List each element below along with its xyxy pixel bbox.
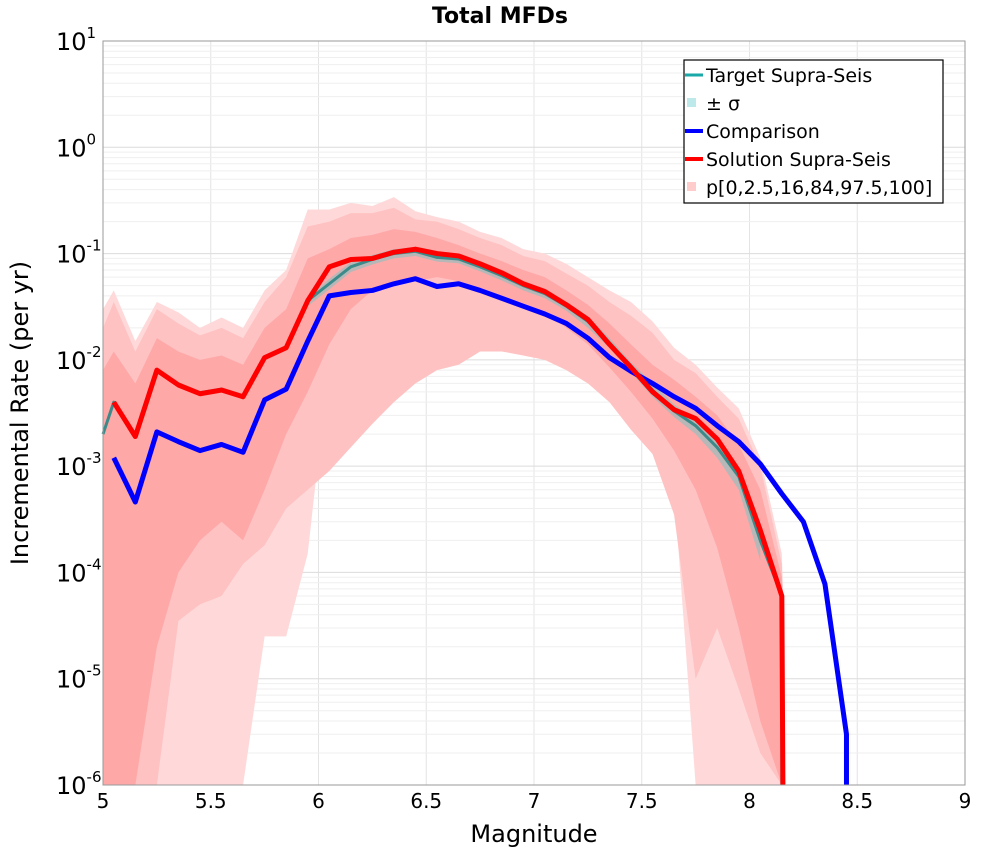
legend-swatch <box>687 98 696 107</box>
y-axis-title: Incremental Rate (per yr) <box>6 261 34 565</box>
legend-label: Comparison <box>706 121 820 143</box>
x-tick-label: 5 <box>97 789 110 813</box>
y-tick-label: 10-3 <box>56 449 102 481</box>
series-lines <box>101 246 849 786</box>
x-tick-labels: 5 5.5 6 6.5 7 7.5 8 8.5 9 <box>97 789 972 813</box>
series-line-comparison <box>111 276 849 785</box>
legend-label: Solution Supra-Seis <box>706 149 891 171</box>
y-tick-label: 10-5 <box>56 662 102 694</box>
legend-label: ± σ <box>706 93 740 115</box>
legend: Target Supra-Seis ± σ Comparison Solution S… <box>683 59 944 204</box>
y-tick-label: 101 <box>56 24 96 56</box>
y-tick-label: 10-6 <box>56 768 102 800</box>
x-tick-label: 7.5 <box>626 789 658 813</box>
y-tick-labels: 10-6 10-5 10-4 10-3 10-2 10-1 100 101 <box>56 24 102 800</box>
x-tick-label: 6.5 <box>410 789 442 813</box>
legend-swatch <box>687 182 696 191</box>
band-p-16-84 <box>103 229 783 785</box>
y-tick-label: 10-1 <box>56 237 102 269</box>
x-tick-label: 6 <box>312 789 325 813</box>
chart-title: Total MFDs <box>432 4 568 29</box>
x-tick-label: 8.5 <box>841 789 873 813</box>
x-tick-label: 9 <box>959 789 972 813</box>
y-tick-label: 10-2 <box>56 343 102 375</box>
legend-box <box>683 59 944 204</box>
plot-frame <box>102 40 966 786</box>
series-line-solution-supra-seis <box>111 246 786 786</box>
x-tick-label: 8 <box>743 789 756 813</box>
legend-label: Target Supra-Seis <box>705 65 872 87</box>
y-tick-label: 100 <box>56 130 96 162</box>
legend-label: p[0,2.5,16,84,97.5,100] <box>706 177 932 199</box>
x-tick-label: 5.5 <box>195 789 227 813</box>
y-tick-label: 10-4 <box>56 555 102 587</box>
x-axis-title: Magnitude <box>470 820 597 848</box>
x-tick-label: 7 <box>528 789 541 813</box>
